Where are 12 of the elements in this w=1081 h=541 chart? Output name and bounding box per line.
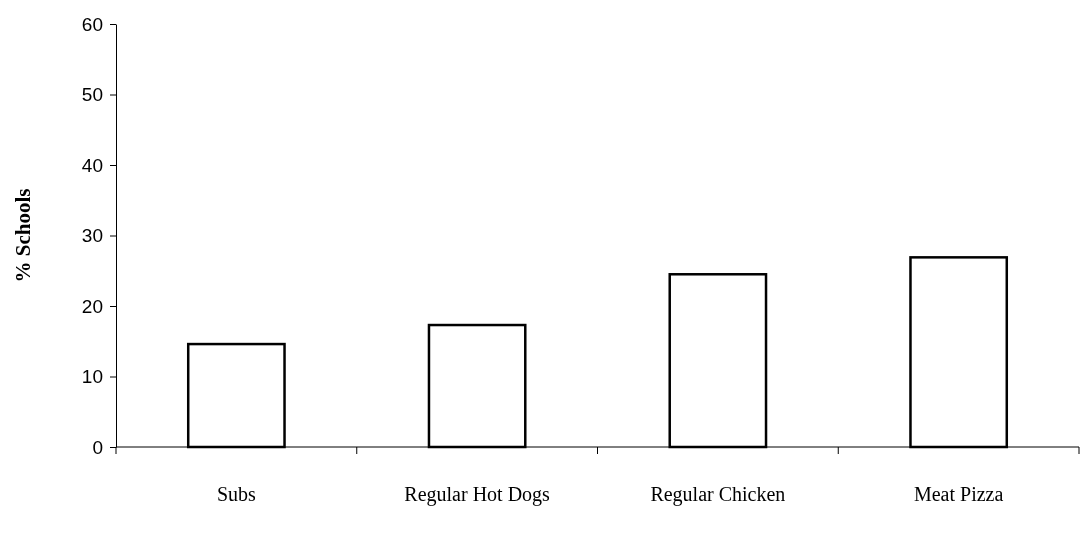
y-tick-label: 20 [81, 295, 103, 317]
x-tick-label: Meat Pizza [913, 483, 1004, 505]
y-axis-title: % Schools [11, 188, 35, 283]
x-tick-label: Regular Hot Dogs [404, 483, 551, 506]
y-tick-label: 60 [81, 13, 103, 35]
x-tick-label: Regular Chicken [650, 483, 786, 506]
y-tick-label: 40 [81, 154, 103, 176]
y-tick-label: 0 [92, 436, 103, 458]
y-tick-label: 50 [81, 84, 103, 106]
x-tick-label: Subs [216, 483, 257, 505]
y-tick-label: 10 [81, 366, 103, 388]
y-tick-label: 30 [81, 225, 103, 247]
